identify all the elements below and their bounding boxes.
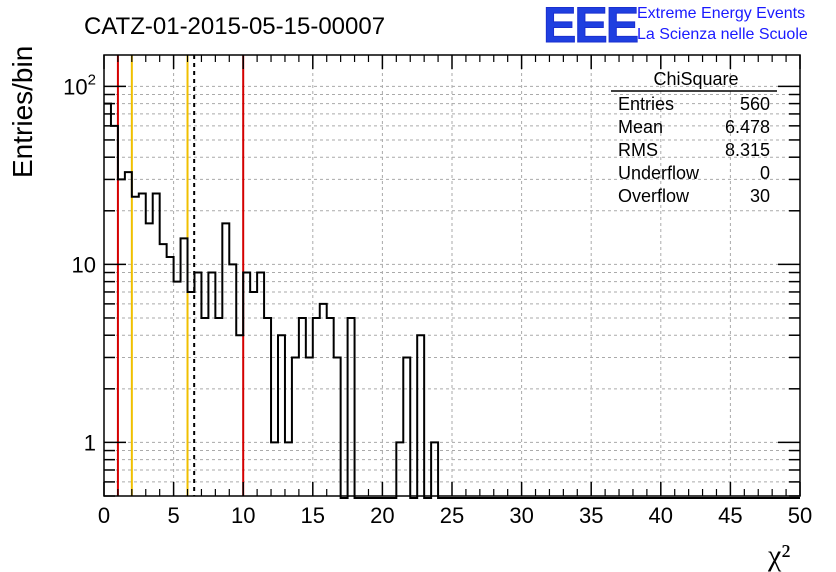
x-tick-label: 5	[167, 503, 179, 528]
stat-value-mean: 6.478	[725, 117, 770, 137]
x-tick-label: 0	[98, 503, 110, 528]
stat-label-mean: Mean	[618, 117, 663, 137]
x-tick-label: 40	[649, 503, 673, 528]
y-axis-label: Entries/bin	[7, 46, 38, 178]
axis-ticks: 0 5 10 15 20 25 30 35 40 45 50 1 10 102	[63, 55, 812, 528]
x-axis-label: χ²	[767, 539, 790, 572]
stat-label-rms: RMS	[618, 140, 658, 160]
stat-label-overflow: Overflow	[618, 186, 690, 206]
logo-line-1: Extreme Energy Events	[637, 5, 805, 22]
x-tick-label: 20	[370, 503, 394, 528]
eee-logo-mark: EEE	[543, 0, 638, 53]
y-tick-label: 1	[84, 430, 96, 455]
stat-value-underflow: 0	[760, 163, 770, 183]
grid-lines	[104, 55, 800, 497]
x-tick-label: 35	[579, 503, 603, 528]
stat-label-underflow: Underflow	[618, 163, 700, 183]
stat-value-overflow: 30	[750, 186, 770, 206]
x-tick-label: 15	[301, 503, 325, 528]
x-tick-label: 10	[231, 503, 255, 528]
y-tick-label: 10	[72, 252, 96, 277]
x-tick-label: 50	[788, 503, 812, 528]
stats-title: ChiSquare	[653, 69, 738, 89]
stat-label-entries: Entries	[618, 94, 674, 114]
x-tick-label: 25	[440, 503, 464, 528]
y-tick-label: 102	[63, 71, 96, 99]
stat-value-rms: 8.315	[725, 140, 770, 160]
eee-logo: EEE Extreme Energy Events La Scienza nel…	[543, 0, 808, 54]
stat-value-entries: 560	[740, 94, 770, 114]
x-tick-label: 45	[718, 503, 742, 528]
x-tick-label: 30	[509, 503, 533, 528]
logo-line-2: La Scienza nelle Scuole	[637, 26, 808, 43]
chart-title: CATZ-01-2015-05-15-00007	[84, 13, 385, 40]
stats-box: ChiSquare Entries 560 Mean 6.478 RMS 8.3…	[611, 69, 777, 206]
histogram-outline	[104, 102, 800, 499]
